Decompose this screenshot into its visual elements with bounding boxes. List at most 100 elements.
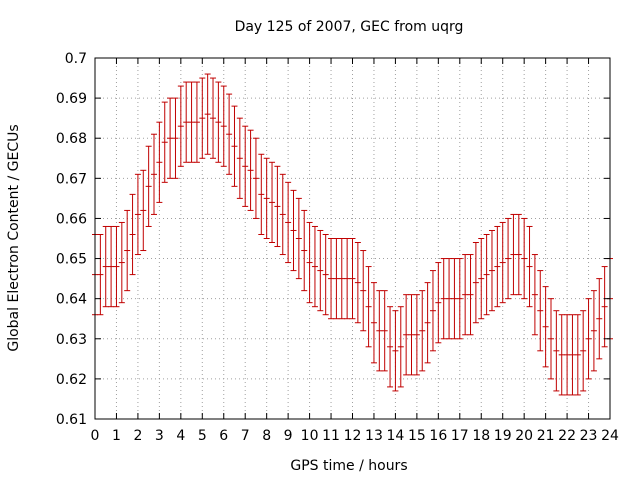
y-tick-label: 0.62	[56, 372, 87, 388]
x-tick-label: 8	[262, 428, 271, 444]
error-bar	[601, 266, 608, 348]
error-bar	[505, 217, 512, 300]
error-bar	[537, 270, 544, 352]
error-bar	[97, 233, 104, 316]
error-bar	[183, 81, 190, 163]
error-bar	[161, 101, 168, 183]
error-bar	[451, 258, 458, 340]
error-bar	[510, 213, 517, 296]
error-bar	[435, 262, 442, 344]
x-tick-label: 23	[580, 428, 598, 444]
error-bar	[397, 306, 404, 388]
error-bar	[580, 310, 587, 392]
error-bar	[311, 225, 318, 308]
error-bar	[301, 209, 308, 292]
error-bar	[456, 258, 463, 340]
error-bar	[118, 221, 125, 304]
error-bar	[220, 85, 227, 167]
error-bar	[440, 258, 447, 340]
error-bar	[145, 145, 152, 227]
error-bar	[236, 117, 243, 199]
x-tick-label: 9	[284, 428, 293, 444]
error-bar	[306, 221, 313, 304]
x-tick-label: 17	[451, 428, 469, 444]
y-tick-label: 0.69	[56, 91, 87, 107]
error-bar	[370, 282, 377, 364]
error-bar	[242, 125, 249, 207]
error-bar	[172, 97, 179, 179]
error-bar	[193, 81, 200, 163]
chart-title: Day 125 of 2007, GEC from uqrg	[235, 19, 464, 35]
x-tick-label: 22	[558, 428, 576, 444]
error-bar	[344, 238, 351, 320]
error-bar	[558, 314, 565, 396]
x-tick-label: 12	[344, 428, 362, 444]
error-bar	[360, 250, 367, 332]
error-bar	[258, 153, 265, 235]
x-tick-label: 3	[155, 428, 164, 444]
error-bar	[349, 238, 356, 320]
x-tick-label: 19	[494, 428, 512, 444]
x-axis-label: GPS time / hours	[290, 458, 407, 474]
error-bar	[387, 306, 394, 388]
error-bar	[274, 165, 281, 248]
error-bar	[392, 310, 399, 392]
error-bar	[156, 121, 163, 203]
x-tick-label: 18	[472, 428, 490, 444]
error-bar	[553, 310, 560, 392]
x-tick-label: 14	[387, 428, 405, 444]
error-bar	[585, 298, 592, 380]
y-tick-label: 0.68	[56, 131, 87, 147]
error-bar	[129, 193, 136, 276]
error-bar	[177, 85, 184, 167]
x-tick-label: 2	[133, 428, 142, 444]
error-bar	[494, 225, 501, 308]
x-tick-label: 24	[601, 428, 619, 444]
y-tick-label: 0.64	[56, 292, 87, 308]
error-bar	[290, 189, 297, 272]
error-bar	[167, 97, 174, 179]
error-bar	[317, 229, 324, 312]
error-bar	[569, 314, 576, 396]
x-tick-label: 5	[198, 428, 207, 444]
error-bar	[478, 238, 485, 320]
y-tick-label: 0.67	[56, 171, 87, 187]
error-bar	[542, 286, 549, 368]
error-bar	[376, 290, 383, 372]
error-bar	[108, 225, 115, 308]
error-bar	[564, 314, 571, 396]
error-bar	[102, 225, 109, 308]
x-tick-label: 20	[515, 428, 533, 444]
x-tick-label: 1	[112, 428, 121, 444]
error-bar	[521, 217, 528, 300]
error-bar	[547, 298, 554, 380]
y-tick-label: 0.61	[56, 412, 87, 428]
error-bar	[429, 270, 436, 352]
error-bar	[252, 137, 259, 219]
error-bar	[354, 242, 361, 324]
x-tick-label: 11	[322, 428, 340, 444]
error-bar	[279, 173, 286, 256]
error-bar	[231, 105, 238, 187]
error-bar	[215, 81, 222, 163]
x-tick-label: 15	[408, 428, 426, 444]
error-bar	[263, 157, 270, 239]
error-bar	[462, 254, 469, 336]
y-tick-label: 0.7	[65, 51, 87, 67]
y-tick-label: 0.66	[56, 211, 87, 227]
error-bar	[596, 278, 603, 360]
y-axis: 0.61 0.62 0.63 0.64 0.65 0.66 0.67 0.68 0.69 0.7	[56, 51, 610, 428]
error-bar	[515, 213, 522, 296]
error-bar	[365, 266, 372, 348]
error-bars	[92, 73, 613, 396]
x-tick-label: 0	[91, 428, 100, 444]
x-tick-label: 6	[219, 428, 228, 444]
error-bar	[328, 238, 335, 320]
x-tick-label: 7	[241, 428, 250, 444]
x-tick-label: 10	[301, 428, 319, 444]
error-bar	[419, 290, 426, 372]
error-bar	[467, 254, 474, 336]
error-bar	[188, 81, 195, 163]
y-tick-label: 0.63	[56, 332, 87, 348]
error-bar	[210, 77, 217, 159]
